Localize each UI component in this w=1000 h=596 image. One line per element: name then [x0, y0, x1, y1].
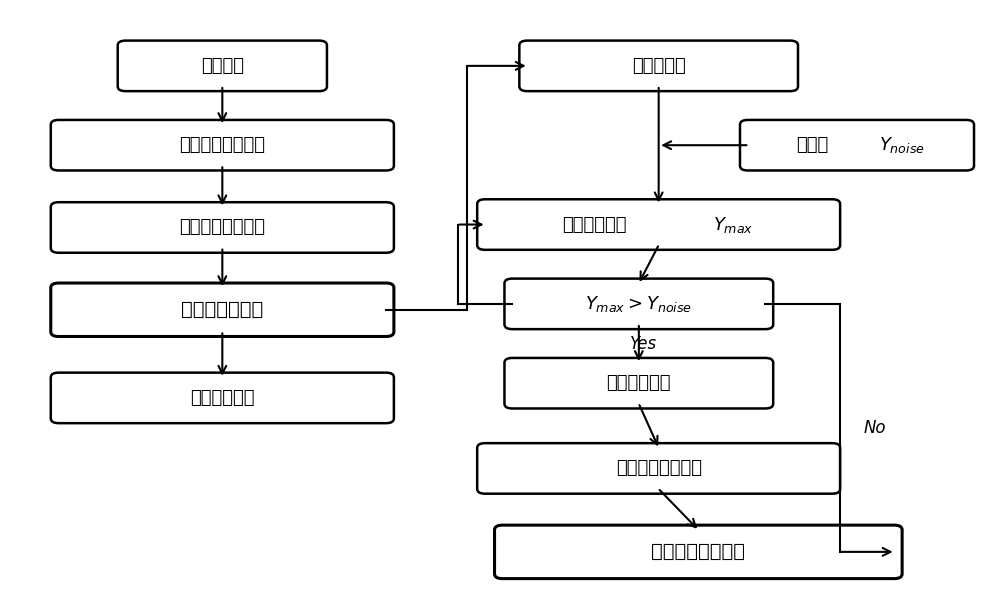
FancyBboxPatch shape	[477, 443, 840, 493]
FancyBboxPatch shape	[504, 278, 773, 329]
Text: 谱峰变量提取完成: 谱峰变量提取完成	[651, 542, 745, 561]
FancyBboxPatch shape	[477, 199, 840, 250]
Text: No: No	[863, 419, 886, 437]
Text: 去除谱峰后的差谱: 去除谱峰后的差谱	[616, 460, 702, 477]
Text: 计算相关系数: 计算相关系数	[190, 389, 255, 407]
FancyBboxPatch shape	[51, 120, 394, 170]
FancyBboxPatch shape	[51, 202, 394, 253]
Text: $Y_{max}$: $Y_{max}$	[713, 215, 753, 235]
Text: 谱峰读取: 谱峰读取	[201, 57, 244, 75]
FancyBboxPatch shape	[504, 358, 773, 408]
Text: $Y_{noise}$: $Y_{noise}$	[879, 135, 925, 155]
FancyBboxPatch shape	[740, 120, 974, 170]
FancyBboxPatch shape	[51, 283, 394, 337]
FancyBboxPatch shape	[51, 372, 394, 423]
FancyBboxPatch shape	[519, 41, 798, 91]
Text: 谱峰初次位移校准: 谱峰初次位移校准	[179, 136, 265, 154]
Text: 全谱峰校准完成: 全谱峰校准完成	[181, 300, 263, 319]
Text: 全谱峰校准: 全谱峰校准	[632, 57, 686, 75]
FancyBboxPatch shape	[495, 525, 902, 579]
Text: Yes: Yes	[630, 334, 657, 353]
Text: 确定校准区间: 确定校准区间	[607, 374, 671, 392]
Text: 固定区间谱峰校准: 固定区间谱峰校准	[179, 219, 265, 237]
Text: $Y_{max}$$>$$Y_{noise}$: $Y_{max}$$>$$Y_{noise}$	[585, 294, 692, 314]
FancyBboxPatch shape	[118, 41, 327, 91]
Text: 噪音值: 噪音值	[796, 136, 828, 154]
Text: 确定最大谱峰: 确定最大谱峰	[562, 216, 626, 234]
